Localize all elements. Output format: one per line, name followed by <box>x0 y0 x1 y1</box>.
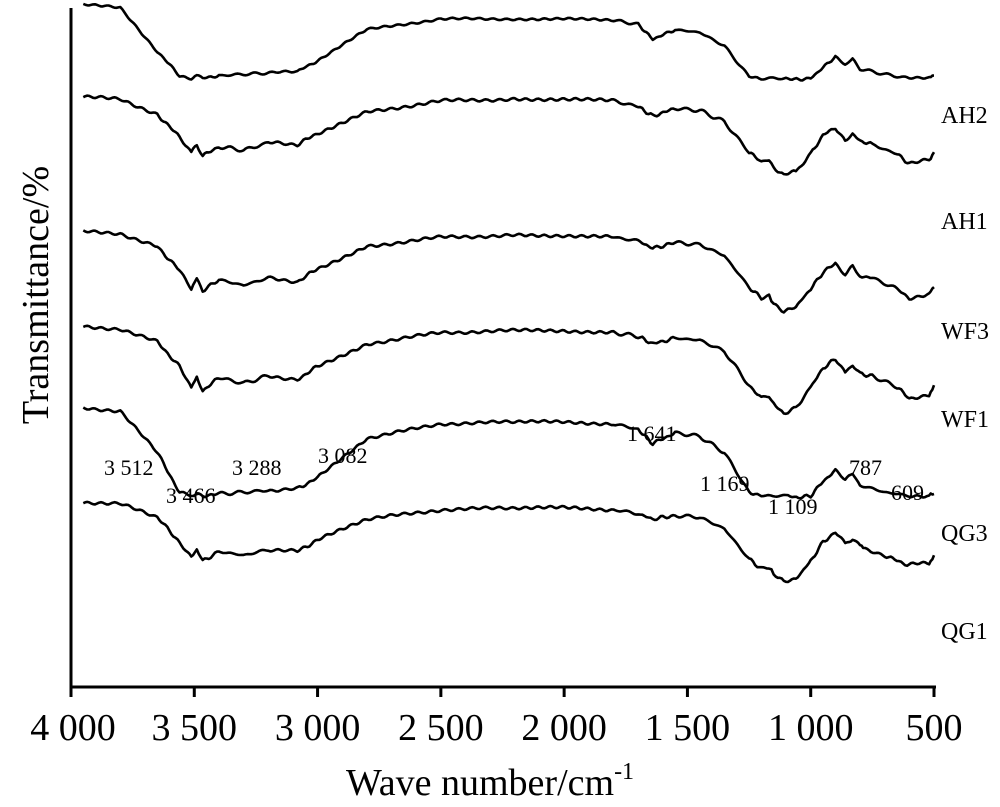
spectrum-line-ah1 <box>82 94 936 176</box>
peak-label-609: 609 <box>891 480 924 505</box>
x-tick-label: 3 500 <box>152 707 238 749</box>
peak-label-3082: 3 082 <box>318 443 368 468</box>
spectrum-line-qg1 <box>82 500 936 584</box>
peak-label-1109: 1 109 <box>768 494 818 519</box>
series-label-wf1: WF1 <box>941 407 989 433</box>
series-labels: AH2 AH1 WF3 WF1 QG3 QG1 <box>941 103 989 645</box>
x-tick-label: 500 <box>906 707 963 749</box>
peak-annotations: 3 512 3 466 3 288 3 082 1 641 1 169 1 10… <box>104 421 924 519</box>
x-tick-label: 2 500 <box>398 707 484 749</box>
x-axis-title: Wave number/cm-1 <box>346 759 634 804</box>
y-axis-title: Transmittance/% <box>15 166 57 424</box>
peak-label-1169: 1 169 <box>700 471 750 496</box>
series-label-qg3: QG3 <box>941 521 988 547</box>
spectrum-line-ah2 <box>82 2 934 82</box>
peak-label-3288: 3 288 <box>232 455 282 480</box>
series-label-wf3: WF3 <box>941 319 989 345</box>
series-label-ah2: AH2 <box>941 103 988 129</box>
series-label-qg1: QG1 <box>941 619 988 645</box>
x-tick-label: 3 000 <box>275 707 361 749</box>
spectrum-line-wf1 <box>82 324 936 416</box>
peak-label-3512: 3 512 <box>104 455 154 480</box>
x-tick-label: 2 000 <box>521 707 607 749</box>
x-axis-title-superscript: -1 <box>614 759 634 785</box>
peak-label-1641: 1 641 <box>627 421 677 446</box>
x-tick-label: 1 500 <box>645 707 731 749</box>
peak-label-787: 787 <box>849 455 882 480</box>
x-axis-ticks: 4 000 3 500 3 000 2 500 2 000 1 500 1 000 500 <box>30 687 963 749</box>
spectrum-line-qg3 <box>82 406 935 500</box>
spectrum-line-wf3 <box>82 229 935 314</box>
series-label-ah1: AH1 <box>941 209 988 235</box>
x-axis-title-main: Wave number/cm <box>346 762 614 804</box>
x-tick-label: 1 000 <box>768 707 854 749</box>
x-tick-label: 4 000 <box>30 707 116 749</box>
peak-label-3466: 3 466 <box>166 483 216 508</box>
spectra-traces <box>82 2 936 584</box>
